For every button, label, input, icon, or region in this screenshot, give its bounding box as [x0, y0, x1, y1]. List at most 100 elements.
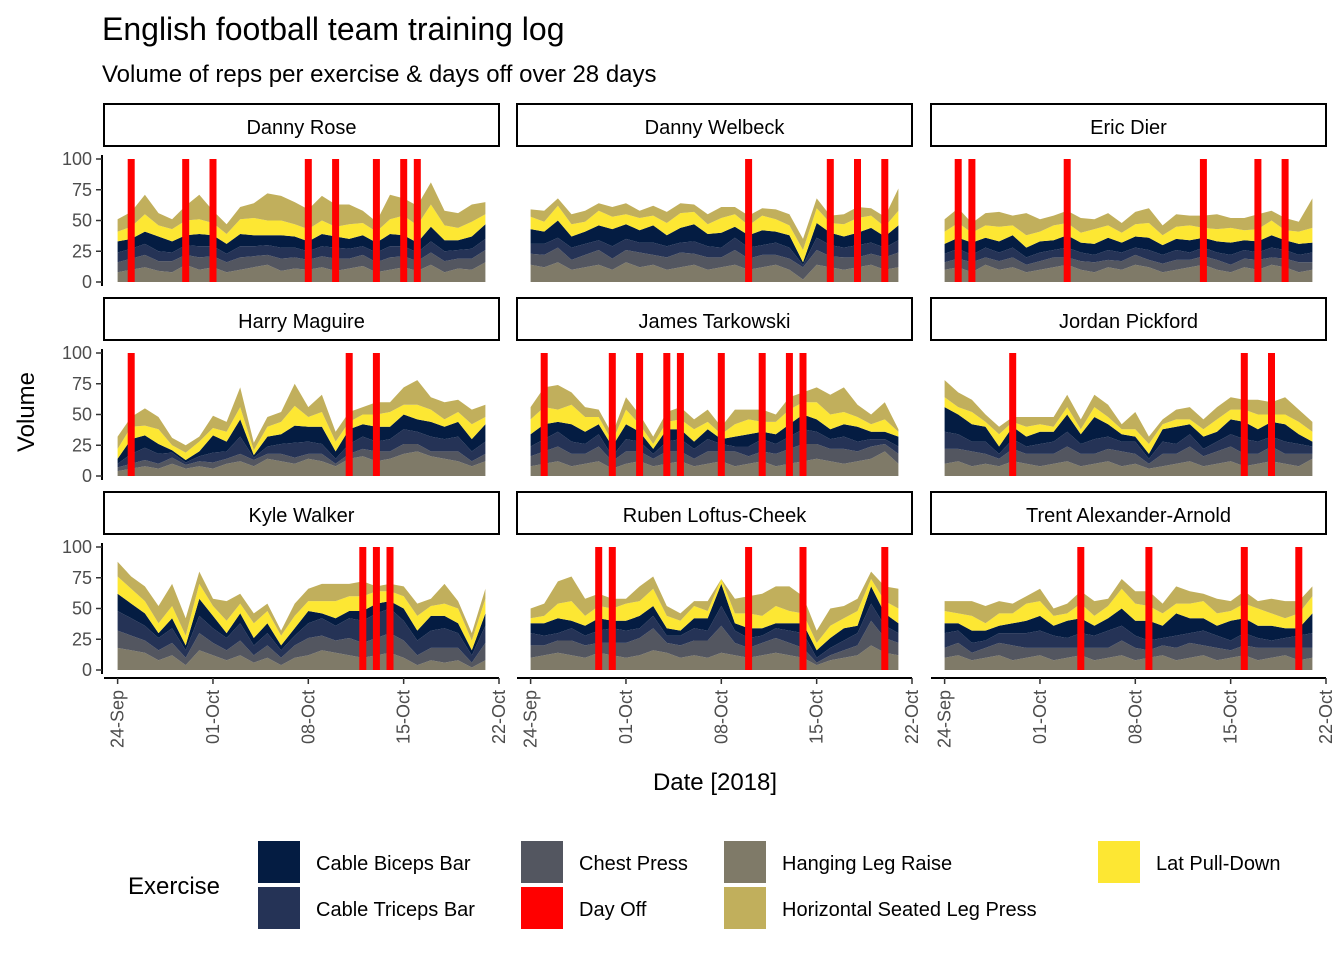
- day-off-bar: [799, 547, 807, 670]
- y-tick-label: 0: [82, 660, 92, 680]
- day-off-bar: [799, 353, 807, 476]
- area-lat-pull-down: [530, 579, 899, 651]
- panel-james-tarkowski: James Tarkowski: [516, 297, 913, 476]
- day-off-bar: [676, 353, 684, 476]
- legend-label-cable-biceps-bar: Cable Biceps Bar: [316, 853, 471, 875]
- x-tick-label: 15-Oct: [1221, 690, 1241, 744]
- area-cable-biceps-bar: [117, 414, 486, 464]
- facet-strip: [103, 491, 500, 535]
- day-off-bar: [332, 159, 340, 282]
- facet-strip: [516, 491, 913, 535]
- facet-strip: [930, 297, 1327, 341]
- y-tick-label: 100: [62, 149, 92, 169]
- day-off-bar: [540, 353, 548, 476]
- day-off-bar: [608, 547, 616, 670]
- area-horizontal-seated-leg-press: [117, 561, 486, 641]
- y-axis-label: Volume: [13, 372, 40, 452]
- y-tick-label: 25: [72, 435, 92, 455]
- day-off-bar: [1063, 159, 1071, 282]
- day-off-bar: [1240, 547, 1248, 670]
- legend-swatch-cable-biceps-bar: [258, 841, 300, 883]
- x-tick-label: 01-Oct: [1030, 690, 1050, 744]
- facet-strip: [930, 491, 1327, 535]
- y-tick-label: 75: [72, 374, 92, 394]
- legend: Exercise Cable Biceps Bar Cable Triceps B…: [128, 841, 1281, 929]
- day-off-bar: [717, 353, 725, 476]
- area-lat-pull-down: [117, 404, 486, 460]
- area-chest-press: [944, 254, 1313, 273]
- day-off-bar: [127, 159, 135, 282]
- y-tick-label: 100: [62, 537, 92, 557]
- legend-swatch-day-off: [521, 887, 563, 929]
- area-hanging-leg-raise: [530, 262, 899, 282]
- area-horizontal-seated-leg-press: [530, 571, 899, 643]
- day-off-bar: [386, 547, 394, 670]
- day-off-bar: [745, 547, 753, 670]
- panel-harry-maguire: Harry Maguire 0 25 50 75 100: [62, 297, 500, 486]
- y-tick-label: 75: [72, 180, 92, 200]
- area-cable-biceps-bar: [944, 608, 1313, 643]
- facet-panels: Danny Rose 0 25 50 75 100 Danny Welbeck Eric Di…: [62, 103, 1336, 748]
- day-off-bar: [359, 547, 367, 670]
- day-off-bar: [400, 159, 408, 282]
- facet-strip: [103, 297, 500, 341]
- panel-ruben-loftus-cheek: Ruben Loftus-Cheek 24-Sep 01-Oct 08-Oct 15-O…: [516, 491, 922, 748]
- facet-strip-label: Harry Maguire: [238, 311, 365, 333]
- day-off-bar: [745, 159, 753, 282]
- panel-jordan-pickford: Jordan Pickford: [930, 297, 1327, 476]
- chart-subtitle: Volume of reps per exercise & days off o…: [102, 61, 657, 88]
- day-off-bar: [304, 159, 312, 282]
- day-off-bar: [1268, 353, 1275, 476]
- x-tick-label: 08-Oct: [298, 690, 318, 744]
- y-tick-label: 25: [72, 629, 92, 649]
- x-tick-label: 24-Sep: [108, 690, 128, 748]
- facet-strip: [516, 103, 913, 147]
- facet-strip-label: Kyle Walker: [249, 505, 355, 527]
- day-off-bar: [758, 353, 766, 476]
- y-tick-label: 25: [72, 241, 92, 261]
- panel-eric-dier: Eric Dier: [930, 103, 1327, 282]
- facet-strip-label: Ruben Loftus-Cheek: [623, 505, 807, 527]
- day-off-bar: [826, 159, 834, 282]
- y-tick-label: 50: [72, 211, 92, 231]
- area-cable-triceps-bar: [530, 237, 899, 268]
- day-off-bar: [372, 159, 380, 282]
- x-tick-label: 08-Oct: [711, 690, 731, 744]
- y-tick-label: 75: [72, 568, 92, 588]
- area-horizontal-seated-leg-press: [944, 198, 1313, 236]
- day-off-bar: [881, 547, 889, 670]
- panel-trent-alexander-arnold: Trent Alexander-Arnold 24-Sep 01-Oct 08-Oct…: [930, 491, 1336, 748]
- area-chest-press: [944, 640, 1313, 661]
- y-tick-label: 0: [82, 466, 92, 486]
- area-hanging-leg-raise: [944, 264, 1313, 282]
- x-tick-label: 22-Oct: [902, 690, 922, 744]
- x-tick-label: 15-Oct: [807, 690, 827, 744]
- day-off-bar: [182, 159, 190, 282]
- x-tick-label: 15-Oct: [394, 690, 414, 744]
- legend-label-day-off: Day Off: [579, 899, 647, 921]
- day-off-bar: [785, 353, 793, 476]
- y-tick-label: 0: [82, 272, 92, 292]
- chart-title: English football team training log: [102, 11, 565, 47]
- facet-strip: [516, 297, 913, 341]
- area-horizontal-seated-leg-press: [944, 579, 1313, 624]
- facet-strip-label: Jordan Pickford: [1059, 311, 1198, 333]
- area-cable-triceps-bar: [944, 247, 1313, 265]
- area-cable-biceps-bar: [944, 235, 1313, 258]
- area-lat-pull-down: [944, 220, 1313, 248]
- x-tick-label: 22-Oct: [489, 690, 509, 744]
- day-off-bar: [595, 547, 603, 670]
- facet-strip: [930, 103, 1327, 147]
- day-off-bar: [1009, 353, 1017, 476]
- panel-danny-welbeck: Danny Welbeck: [516, 103, 913, 282]
- area-cable-triceps-bar: [944, 625, 1313, 653]
- day-off-bar: [636, 353, 644, 476]
- area-hanging-leg-raise: [117, 451, 486, 476]
- legend-label-lat-pull-down: Lat Pull-Down: [1156, 853, 1281, 875]
- x-axis-label: Date [2018]: [653, 769, 777, 796]
- area-lat-pull-down: [944, 397, 1313, 454]
- area-chest-press: [944, 446, 1313, 469]
- day-off-bar: [1199, 159, 1207, 282]
- day-off-bar: [1295, 547, 1303, 670]
- legend-swatch-hanging-leg-raise: [724, 841, 766, 883]
